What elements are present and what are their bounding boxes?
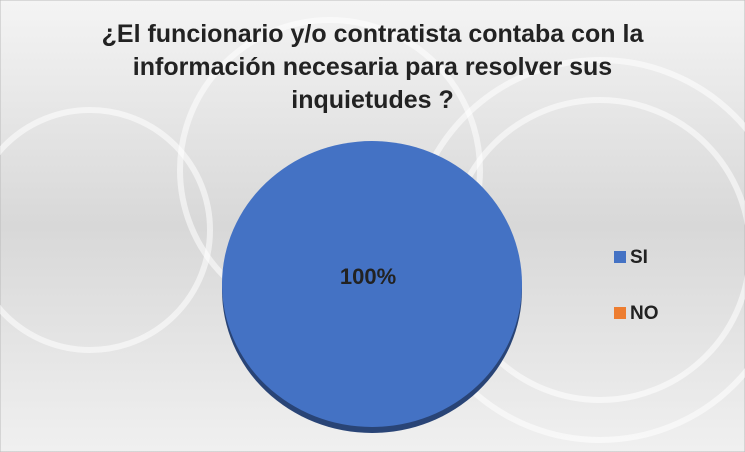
legend-label: NO <box>630 303 659 324</box>
legend-swatch <box>614 251 626 263</box>
chart-title: ¿El funcionario y/o contratista contaba … <box>101 20 644 114</box>
legend-swatch <box>614 307 626 319</box>
legend-label: SI <box>630 247 648 268</box>
legend: SI NO <box>614 247 659 324</box>
slice <box>222 141 522 427</box>
data-label: 100% <box>340 264 396 289</box>
pie: 100% <box>222 141 522 433</box>
